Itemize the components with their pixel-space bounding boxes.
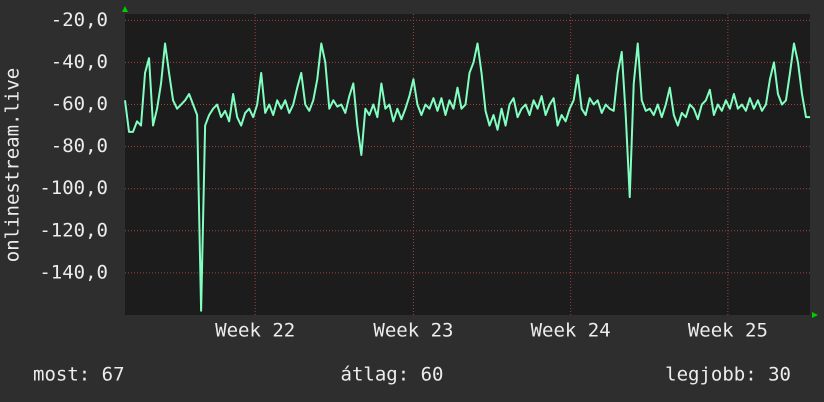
y-tick-label: -80,0 <box>51 135 108 157</box>
stat-text: legjobb: 30 <box>665 364 791 386</box>
y-tick-label: -100,0 <box>39 177 108 199</box>
y-tick-label: -20,0 <box>51 9 108 31</box>
axis-arrow <box>812 312 818 318</box>
y-tick-label: -140,0 <box>39 261 108 283</box>
stat-text: most: 67 <box>33 364 125 386</box>
x-tick-label: Week 25 <box>688 320 768 342</box>
y-tick-label: -60,0 <box>51 93 108 115</box>
x-tick-label: Week 24 <box>531 320 611 342</box>
y-axis-label: onlinestream.live <box>2 68 24 262</box>
plot-area <box>125 14 810 315</box>
x-tick-label: Week 23 <box>373 320 453 342</box>
axis-arrow <box>122 6 128 12</box>
x-tick-label: Week 22 <box>215 320 295 342</box>
y-tick-label: -120,0 <box>39 219 108 241</box>
stat-text: átlag: 60 <box>341 364 444 386</box>
y-tick-label: -40,0 <box>51 51 108 73</box>
data-line <box>124 42 810 312</box>
